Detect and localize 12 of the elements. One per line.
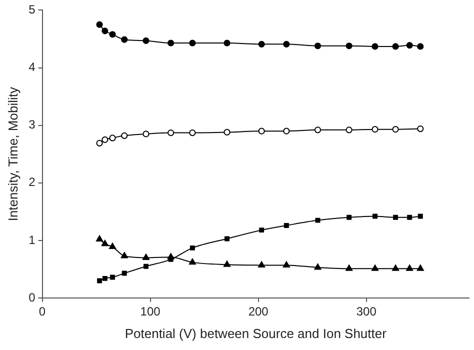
y-tick-label: 3: [28, 118, 36, 132]
y-tick-label: 1: [28, 232, 36, 247]
y-tick-label: 4: [28, 60, 36, 74]
x-tick-label: 200: [248, 304, 269, 319]
y-axis-title: Intensity, Time, Mobility: [5, 86, 20, 222]
x-axis-title: Potential (V) between Source and Ion Shutter: [124, 326, 388, 341]
x-tick-label: 300: [356, 304, 377, 319]
y-tick-label: 0: [28, 290, 36, 304]
y-tick-label: 5: [28, 2, 36, 17]
y-tick-label: 2: [28, 175, 36, 190]
x-tick-label: 100: [140, 304, 161, 319]
x-tick-label: 0: [38, 304, 46, 319]
